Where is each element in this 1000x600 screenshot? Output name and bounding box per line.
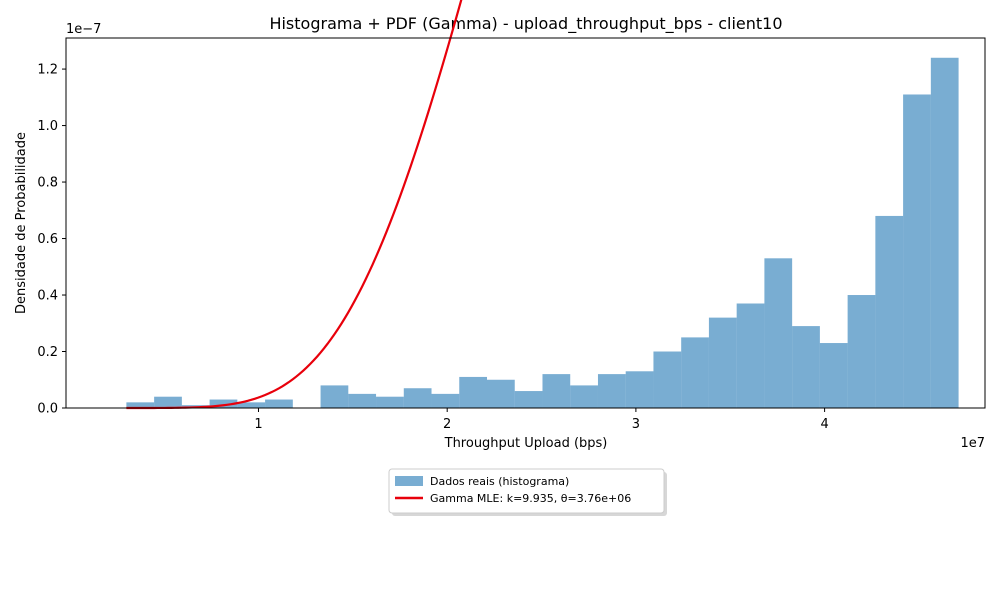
- legend-pdf-label: Gamma MLE: k=9.935, θ=3.76e+06: [430, 492, 631, 505]
- x-tick-label: 3: [632, 417, 640, 432]
- y-offset-text: 1e−7: [66, 22, 101, 37]
- histogram-bar: [653, 351, 682, 408]
- histogram-bar: [126, 402, 155, 408]
- y-tick-label: 0.4: [37, 289, 58, 304]
- histogram-bar: [764, 258, 793, 408]
- plot-frame: [65, 37, 986, 409]
- y-tick-label: 0.2: [37, 345, 58, 360]
- histogram-bar: [819, 343, 848, 408]
- histogram-bar: [542, 374, 571, 408]
- histogram-bar: [348, 393, 377, 408]
- histogram-bar: [487, 379, 515, 408]
- histogram-bar: [570, 385, 598, 408]
- y-tick-label: 0.6: [37, 232, 58, 247]
- histogram-bar: [736, 303, 765, 408]
- legend-box: [388, 468, 665, 514]
- x-axis-ticks: 1 2 3 4: [254, 408, 829, 432]
- histogram-bar: [708, 317, 737, 408]
- y-axis-ticks: 0.0 0.2 0.4 0.6 0.8 1.0 1.2: [37, 63, 66, 417]
- x-tick-label: 1: [254, 417, 262, 432]
- y-tick-label: 1.2: [37, 63, 58, 78]
- histogram-bar: [597, 374, 626, 408]
- histogram-bar: [681, 337, 709, 408]
- pdf-curve-layer: [126, 0, 463, 410]
- gamma-pdf-curve: [126, 0, 463, 410]
- x-axis-label: Throughput Upload (bps): [444, 436, 608, 451]
- y-axis-label: Densidade de Probabilidade: [14, 132, 29, 314]
- legend-histogram-label: Dados reais (histograma): [430, 475, 569, 488]
- x-tick-label: 4: [820, 417, 828, 432]
- histogram-bar: [209, 399, 238, 408]
- histogram-bar: [376, 396, 404, 408]
- histogram-bar: [903, 94, 931, 408]
- histogram-bar: [237, 402, 266, 408]
- histogram-bar: [875, 215, 904, 408]
- y-tick-label: 1.0: [37, 119, 58, 134]
- y-tick-label: 0.8: [37, 176, 58, 191]
- chart-title: Histograma + PDF (Gamma) - upload_throug…: [269, 14, 782, 34]
- histogram-bar: [431, 393, 460, 408]
- histogram-bar: [930, 57, 959, 408]
- x-offset-text: 1e7: [960, 436, 985, 451]
- histogram-bar: [154, 396, 182, 408]
- histogram-bar: [459, 376, 488, 408]
- histogram-bars: [126, 57, 959, 408]
- histogram-bar: [514, 391, 543, 408]
- histogram-bar: [403, 388, 432, 408]
- histogram-bar: [625, 371, 654, 408]
- histogram-bar: [265, 399, 293, 408]
- histogram-bar: [847, 295, 876, 408]
- histogram-bar: [320, 385, 349, 408]
- histogram-bar: [792, 326, 820, 408]
- legend-histogram-swatch: [395, 476, 423, 486]
- legend: Dados reais (histograma) Gamma MLE: k=9.…: [388, 468, 667, 516]
- y-tick-label: 0.0: [37, 402, 58, 417]
- x-tick-label: 2: [443, 417, 451, 432]
